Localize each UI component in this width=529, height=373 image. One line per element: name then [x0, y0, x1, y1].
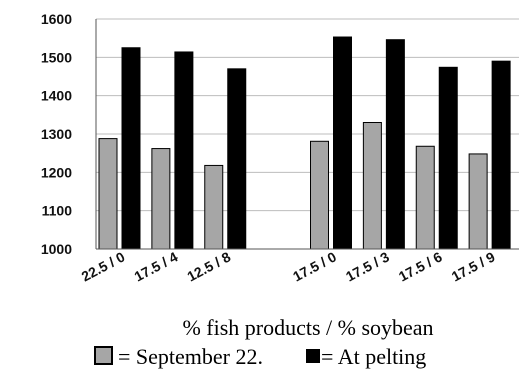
bar-september: [151, 148, 171, 250]
bar-pelting: [333, 36, 352, 250]
legend-swatch-pelting: [306, 349, 320, 363]
bar-september: [98, 138, 118, 250]
x-tick-label: 12.5 / 8: [184, 248, 233, 284]
y-tick-label: 1000: [41, 241, 72, 257]
x-tick-label: 22.5 / 0: [79, 248, 128, 284]
legend-label-september: = September 22.: [118, 344, 263, 369]
x-axis-categories: 22.5 / 0 17.5 / 4 12.5 / 8 17.5 / 0 17.5 / 3…: [79, 248, 498, 284]
x-tick-label: 17.5 / 4: [132, 248, 181, 284]
bar-september: [362, 122, 382, 250]
bar-pelting: [174, 51, 194, 250]
bar-pelting: [438, 66, 458, 250]
bar-september: [310, 140, 329, 250]
x-tick-label: 17.5 / 9: [449, 248, 498, 284]
bar-pelting: [491, 60, 511, 250]
bar-pelting: [385, 39, 405, 250]
y-tick-label: 1500: [41, 49, 72, 65]
bar-september: [204, 164, 224, 250]
bars: [98, 36, 511, 250]
legend: = September 22. = At pelting: [94, 344, 426, 369]
y-tick-label: 1200: [41, 164, 72, 180]
x-tick-label: 17.5 / 0: [290, 248, 339, 284]
bar-september: [468, 153, 488, 250]
legend-label-pelting: = At pelting: [321, 344, 426, 369]
legend-swatch-september: [94, 346, 113, 365]
bar-pelting: [121, 47, 141, 250]
y-tick-label: 1300: [41, 126, 72, 142]
bar-september: [415, 145, 435, 250]
y-axis-ticks: 1000 1100 1200 1300 1400 1500 1600: [41, 11, 72, 257]
bar-pelting: [227, 68, 247, 250]
x-tick-label: 17.5 / 6: [396, 248, 445, 284]
y-tick-label: 1400: [41, 88, 72, 104]
x-axis-label: % fish products / % soybean: [182, 315, 433, 340]
y-tick-label: 1100: [42, 203, 73, 219]
y-tick-label: 1600: [41, 11, 72, 27]
x-tick-label: 17.5 / 3: [343, 248, 392, 284]
